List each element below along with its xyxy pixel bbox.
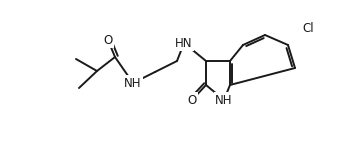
Text: Cl: Cl (302, 22, 314, 34)
Text: NH: NH (215, 94, 233, 106)
Text: HN: HN (175, 37, 193, 49)
Text: NH: NH (124, 76, 142, 90)
Text: O: O (104, 33, 112, 47)
Text: O: O (187, 94, 197, 106)
